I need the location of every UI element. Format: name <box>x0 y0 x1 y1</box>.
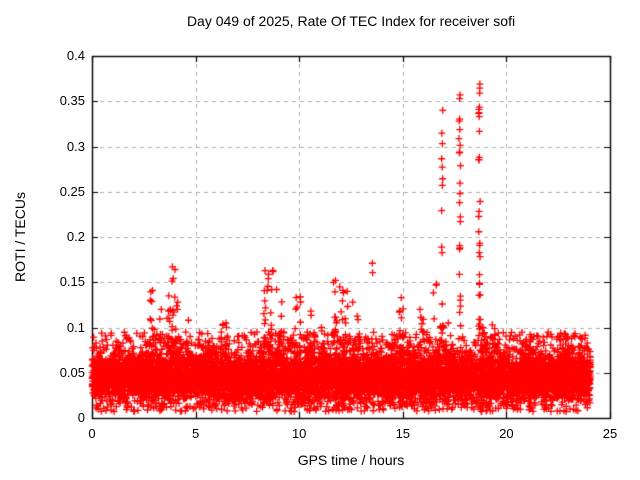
y-tick-label: 0.15 <box>59 274 85 290</box>
y-tick-label: 0.35 <box>59 93 85 109</box>
y-tick-label: 0 <box>77 410 85 425</box>
y-tick-label: 0.2 <box>66 229 85 244</box>
y-tick-label: 0.4 <box>66 48 85 63</box>
y-tick-label: 0.3 <box>66 138 85 154</box>
x-axis-title: GPS time / hours <box>297 452 405 468</box>
y-axis-title: ROTI / TECUs <box>12 192 28 282</box>
x-tick-label: 15 <box>395 426 411 441</box>
x-tick-label: 25 <box>602 426 618 441</box>
x-tick-label: 5 <box>191 426 200 441</box>
x-tick-label: 0 <box>88 426 96 441</box>
y-tick-label: 0.05 <box>59 364 85 380</box>
x-tick-label: 20 <box>499 426 514 441</box>
y-tick-label: 0.25 <box>59 183 85 199</box>
y-tick-label: 0.1 <box>66 319 85 335</box>
chart-title: Day 049 of 2025, Rate Of TEC Index for r… <box>186 13 516 29</box>
x-tick-label: 10 <box>291 426 307 441</box>
